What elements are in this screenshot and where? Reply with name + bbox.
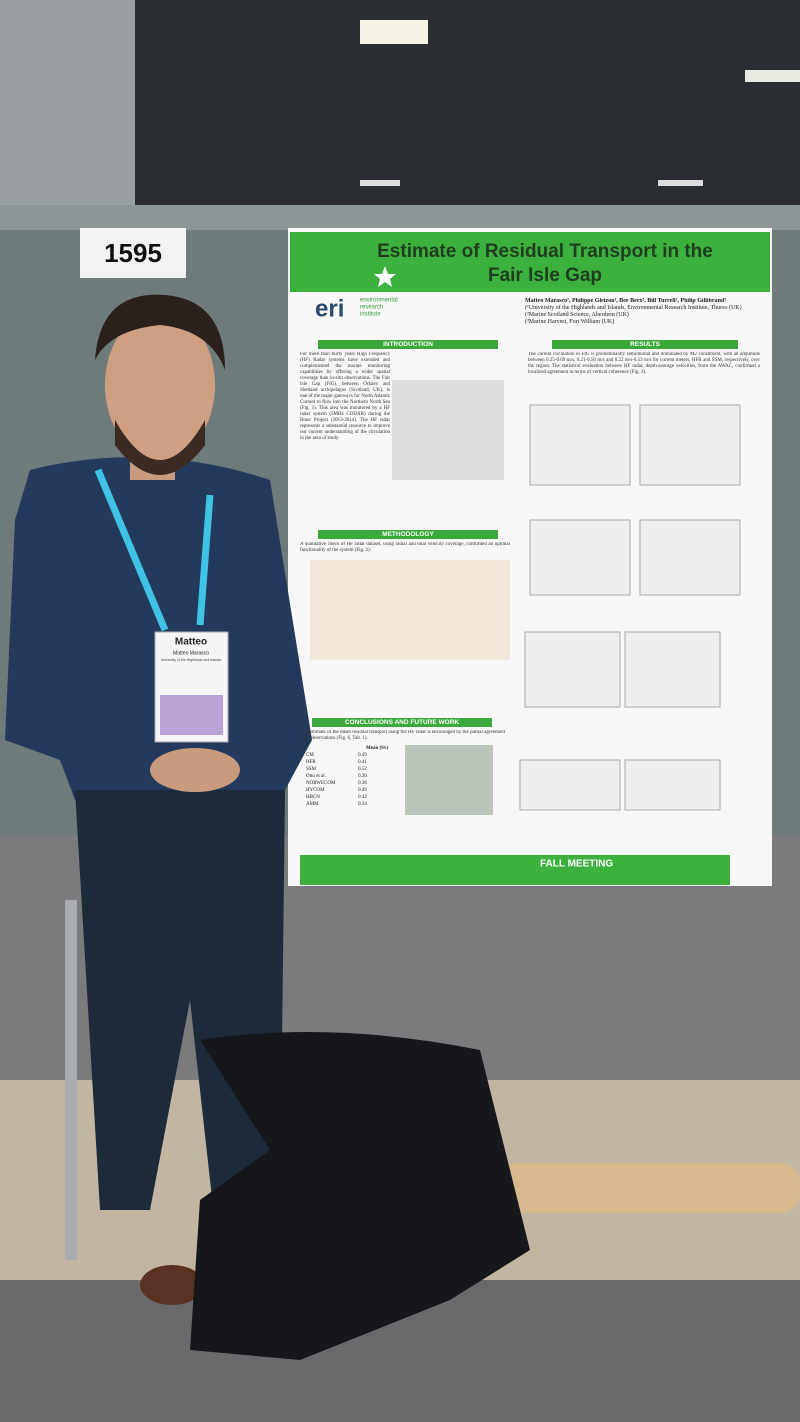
table-header: Mean (Sv)	[366, 746, 389, 751]
table-row: Mean (Sv)	[305, 745, 397, 752]
table-cell: CM	[306, 753, 314, 758]
table-row: SSM 0.52	[305, 766, 397, 773]
table-cell: AMM	[306, 802, 319, 807]
table-cell: 0.34	[358, 802, 367, 807]
poster-title: Fair Isle Gap	[488, 265, 602, 286]
table-cell: 0.52	[358, 767, 367, 772]
table-cell: 0.42	[358, 795, 367, 800]
section-text: A qualitative check of HF radar dataset,…	[300, 542, 510, 553]
affiliation: (²Marine Scotland Science, Aberdeen (UK)	[525, 312, 629, 318]
badge-affiliation: University of the Highlands and Islands	[161, 658, 222, 662]
section-text: The current circulation in FIG is predom…	[528, 352, 760, 375]
table-row: HBCN 0.42	[305, 794, 397, 801]
table-row: CM 0.49	[305, 752, 397, 759]
board-number: 1595	[104, 238, 162, 268]
authors: Matteo Marasco¹, Philippe Gleizon¹, Bee …	[525, 298, 727, 304]
table-row: Otto et al. 0.30	[305, 773, 397, 780]
badge-full-name: Matteo Marasco	[173, 650, 209, 656]
table-cell: Otto et al.	[306, 774, 326, 779]
badge-name: Matteo	[175, 637, 207, 648]
section-heading: CONCLUSIONS AND FUTURE WORK	[312, 718, 492, 727]
logo-text: institute	[360, 312, 381, 318]
table-cell: 0.41	[358, 760, 367, 765]
affiliation: (³Marine Harvest, Fort William (UK)	[525, 319, 615, 325]
table-cell: HBCN	[306, 795, 320, 800]
logo-text: environmental	[360, 298, 398, 304]
table-cell: 0.30	[358, 774, 367, 779]
results-table: Mean (Sv) CM 0.49 HFR 0.41 SSM 0.52 Otto et al.…	[305, 745, 397, 808]
table-cell: SSM	[306, 767, 317, 772]
poster-title: Estimate of Residual Transport in the	[377, 241, 713, 262]
table-cell: HYCOM	[306, 788, 325, 793]
table-cell: HFR	[306, 760, 316, 765]
table-row: AMM 0.34	[305, 801, 397, 808]
table-cell: 0.49	[358, 753, 367, 758]
table-cell: 0.36	[358, 781, 367, 786]
affiliation: (¹University of the Highlands and Island…	[525, 305, 742, 311]
table-row: HYCOM 0.49	[305, 787, 397, 794]
section-heading: METHODOLOGY	[318, 530, 498, 539]
section-text: For more than thirty years High Frequenc…	[300, 352, 390, 441]
table-header	[305, 745, 357, 752]
table-row: HFR 0.41	[305, 759, 397, 766]
logo-text: research	[360, 305, 383, 311]
section-text: The estimate of the mean residual transp…	[300, 730, 505, 741]
table-cell: NORWECOM	[306, 781, 336, 786]
logo: eri	[315, 295, 344, 322]
table-cell: 0.49	[358, 788, 367, 793]
table-row: NORWECOM 0.36	[305, 780, 397, 787]
poster-footer: FALL MEETING	[540, 859, 613, 870]
section-heading: INTRODUCTION	[318, 340, 498, 349]
section-heading: RESULTS	[552, 340, 738, 349]
